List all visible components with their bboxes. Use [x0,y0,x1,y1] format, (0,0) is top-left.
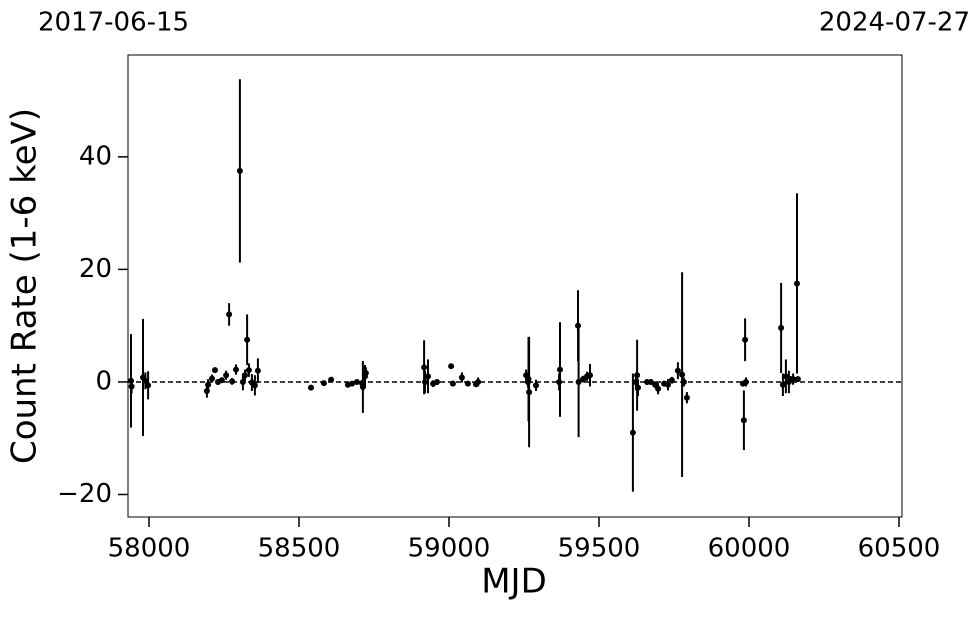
data-point [328,376,335,383]
data-point [679,371,686,378]
data-point [557,366,563,373]
data-point [251,382,258,389]
y-tick-label: 40 [79,141,112,171]
data-point [245,367,252,374]
y-tick-label: 20 [79,254,112,284]
data-point [448,363,455,370]
data-point [212,367,218,374]
data-point [635,384,641,391]
y-axis-label: Count Rate (1-6 keV) [5,108,45,464]
data-point [533,382,539,389]
data-point [655,385,662,392]
data-point [629,429,636,436]
data-point [794,376,801,383]
data-point [422,378,428,385]
data-point [205,381,212,388]
data-point [218,377,225,384]
x-tick-label: 58000 [108,534,191,564]
data-point [233,366,239,373]
data-point [740,417,747,424]
data-point [665,381,671,388]
data-point [308,384,314,391]
x-tick-label: 58500 [258,534,341,564]
data-point [526,389,533,396]
data-point [223,372,230,379]
data-point [464,380,471,387]
data-point [244,336,251,343]
data-point [475,378,482,385]
data-point [229,378,236,385]
x-tick-label: 59000 [408,534,491,564]
data-point [349,380,356,387]
data-point [634,372,641,379]
data-point [226,311,233,318]
data-point [320,380,327,387]
x-axis-label: MJD [481,562,547,602]
data-point [742,336,749,343]
plot-frame [127,54,903,518]
data-point [683,394,690,401]
data-point [242,372,248,379]
data-point [434,378,440,385]
date-label: 2024-07-27 [819,8,970,38]
x-tick-label: 59500 [558,534,641,564]
data-point [254,367,261,374]
data-point [458,374,465,381]
data-point [142,377,149,384]
data-point [647,378,654,385]
data-point [779,381,786,388]
x-tick-label: 60000 [708,534,791,564]
data-point [421,364,428,371]
data-point [209,375,215,382]
data-point [449,380,456,387]
data-point [425,373,431,380]
data-point [782,373,789,380]
x-tick-label: 60500 [858,534,941,564]
data-point [674,367,681,374]
data-point [680,378,687,385]
data-point [362,369,369,376]
data-point [587,372,593,379]
data-point [236,167,243,174]
data-point [668,377,675,384]
y-tick-label: −20 [57,479,112,509]
y-tick-label: 0 [95,366,112,396]
date-label: 2017-06-15 [38,8,189,38]
data-point [790,376,797,383]
data-point [575,378,582,385]
data-point [353,378,360,385]
data-point [128,383,135,390]
data-point [145,382,152,389]
data-point [794,280,800,287]
data-point [743,378,749,385]
data-point [778,324,785,331]
